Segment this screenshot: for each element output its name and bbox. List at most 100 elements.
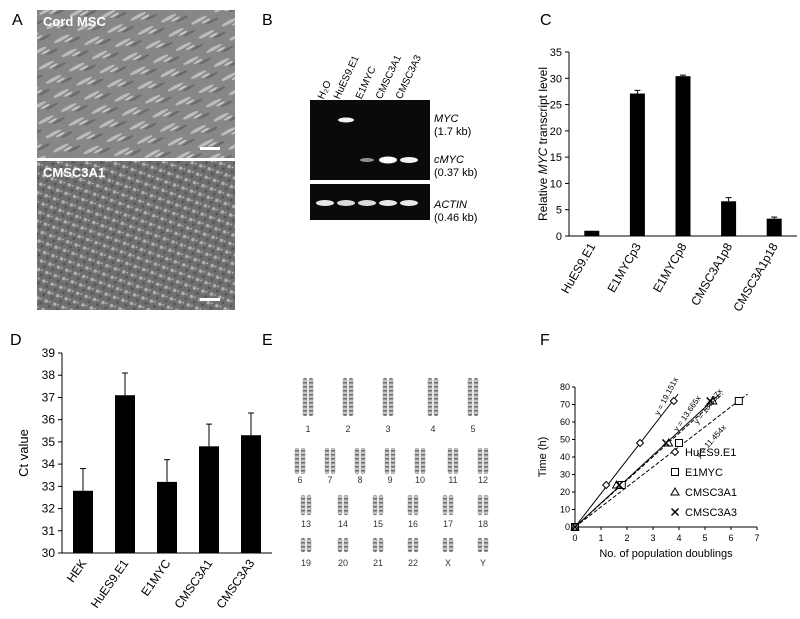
chart-f-point-diamond	[635, 438, 645, 448]
micrograph-cmsc3a1: CMSC3A1	[37, 161, 235, 310]
chart-c-category-label: E1MYCp3	[605, 240, 645, 295]
chromosome-right	[343, 494, 349, 516]
lane-label-h2o: H₂O	[316, 79, 334, 101]
chromosome-left	[324, 447, 330, 475]
chart-f-trendline	[574, 393, 748, 528]
chart-c-bar	[721, 201, 737, 236]
chart-d-category-label: HuES9.E1	[88, 556, 132, 610]
chromosome-right	[378, 537, 384, 553]
panel-e-letter: E	[262, 332, 273, 349]
chromosome-label: 8	[357, 475, 362, 485]
chart-f-ytick-label: 70	[560, 400, 570, 410]
gel-label-cmyc-name: cMYC	[434, 154, 464, 166]
chart-f-xtick-label: 5	[702, 533, 707, 543]
chromosome-left	[467, 377, 473, 417]
chart-c-ytick-label: 15	[550, 152, 562, 164]
micrograph-label-cord-msc: Cord MSC	[43, 14, 106, 29]
chromosome-label: 11	[448, 475, 457, 485]
chart-f-xtick-label: 3	[650, 533, 655, 543]
chart-c-ytick-label: 25	[550, 100, 562, 112]
chromosome-label: 3	[385, 424, 390, 434]
chart-c-ytick-label: 20	[550, 126, 562, 138]
gel-label-actin-size: (0.46 kb)	[434, 212, 478, 224]
chart-f-ytick-label: 10	[560, 505, 570, 515]
chromosome-left	[342, 377, 348, 417]
chromosome-label: 17	[443, 519, 453, 529]
chart-d-ytick-label: 32	[42, 502, 56, 516]
chart-f-trendline	[574, 393, 679, 528]
chromosome-left	[384, 447, 390, 475]
chart-f-ytick-label: 20	[560, 487, 570, 497]
chart-f-ytick-label: 80	[560, 382, 570, 392]
chromosome-left	[427, 377, 433, 417]
chromosome-right	[483, 537, 489, 553]
panel-b-letter: B	[262, 12, 273, 29]
gel-label-myc-name: MYC	[434, 113, 459, 125]
chromosome-right	[306, 494, 312, 516]
chromosome-label: 18	[478, 519, 488, 529]
chromosome-label: 20	[338, 558, 348, 568]
chart-c-category-label: HuES9.E1	[558, 240, 598, 296]
chart-d-category-label: HEK	[64, 557, 90, 585]
band-actin-h2o	[316, 200, 334, 206]
chromosome-left	[477, 494, 483, 516]
panel-f-letter: F	[540, 332, 550, 349]
chromosome-label: 22	[408, 558, 418, 568]
band-actin-cmsc3a3	[400, 200, 418, 206]
chart-f-point-diamond	[669, 396, 679, 406]
chart-f-point-cross	[615, 480, 624, 490]
band-actin-hues9e1	[337, 200, 355, 206]
chart-f-point-cross	[661, 438, 671, 448]
chromosome-right	[433, 377, 439, 417]
chart-d-category-label: CMSC3A3	[213, 556, 257, 611]
chromosome-left	[354, 447, 360, 475]
chart-f-ytick-label: 40	[560, 452, 570, 462]
chart-f-point-cross-stroke	[615, 480, 624, 490]
chart-d-ytick-label: 38	[42, 368, 56, 382]
chromosome-left	[372, 537, 378, 553]
micrograph-cord-msc-image	[37, 10, 235, 158]
chromosome-right	[390, 447, 396, 475]
gel-label-myc: MYC (1.7 kb)	[434, 113, 471, 139]
chromosome-right	[453, 447, 459, 475]
band-actin-cmsc3a1	[379, 200, 397, 206]
panel-a-letter: A	[12, 12, 23, 29]
chromosome-label: 19	[301, 558, 311, 568]
chart-f-legend-label: E1MYC	[685, 467, 723, 479]
chart-f-legend-label: HuES9.E1	[685, 447, 736, 459]
chromosome-left	[337, 537, 343, 553]
panel-c-letter: C	[540, 12, 552, 29]
chart-c-bar	[766, 218, 782, 236]
chart-f-legend-marker	[670, 486, 680, 496]
band-cmyc-cmsc3a3	[400, 157, 418, 163]
chart-f-xtick-label: 1	[598, 533, 603, 543]
chart-d-bar	[115, 395, 135, 553]
chromosome-right	[378, 494, 384, 516]
micrograph-cord-msc: Cord MSC	[37, 10, 235, 158]
chromosome-label: X	[445, 558, 451, 568]
band-actin-e1myc	[358, 200, 376, 206]
gel-label-actin: ACTIN (0.46 kb)	[434, 199, 477, 225]
chromosome-left	[407, 494, 413, 516]
chart-f-ytick-label: 30	[560, 470, 570, 480]
chart-f-trendline	[574, 393, 720, 528]
chart-f-xtick-label: 7	[754, 533, 759, 543]
chart-f-point-cross-stroke	[570, 522, 580, 532]
micrograph-label-cmsc3a1: CMSC3A1	[43, 165, 106, 180]
chromosome-label: 14	[338, 519, 348, 529]
chart-d-ytick-label: 39	[42, 346, 56, 360]
chart-c-ytick-label: 35	[550, 47, 562, 59]
chart-f-xlabel: No. of population doublings	[599, 548, 733, 560]
gel-label-myc-size: (1.7 kb)	[434, 126, 472, 138]
chromosome-right	[360, 447, 366, 475]
chart-d-ct-value: Ct value 30 31 32 33 34 35 36 37 38 39 HEKHuES9.E1…	[16, 346, 272, 611]
chart-f-point-cross	[570, 522, 580, 532]
chromosome-left	[477, 537, 483, 553]
chromosome-label: 15	[373, 519, 383, 529]
chromosome-right	[448, 537, 454, 553]
gel-lane-labels: H₂O HuES9.E1 E1MYC CMSC3A1 CMSC3A3	[312, 10, 452, 110]
gel-myc-panel	[310, 100, 430, 180]
chromosome-right	[448, 494, 454, 516]
chromosome-left	[337, 494, 343, 516]
chromosome-left	[294, 447, 300, 475]
